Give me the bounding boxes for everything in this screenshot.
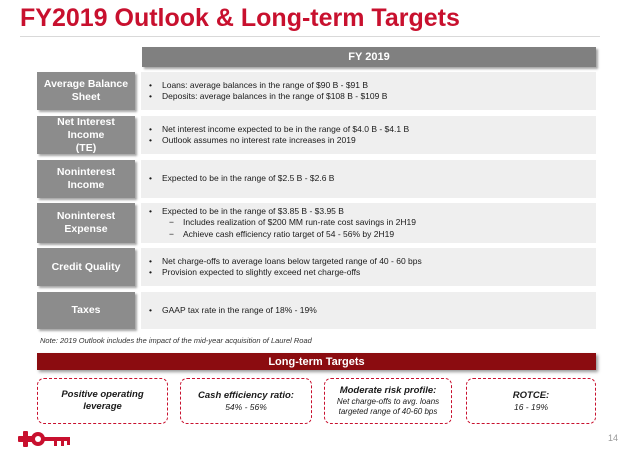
bullet-glyph: • (149, 173, 152, 184)
row-label: Net Interest Income (TE) (37, 116, 135, 154)
row-body: • GAAP tax rate in the range of 18% - 19% (141, 292, 596, 329)
bullet-text: Expected to be in the range of $2.5 B - … (162, 173, 335, 184)
row-label: Noninterest Expense (37, 203, 135, 243)
target-card-cash-efficiency: Cash efficiency ratio: 54% - 56% (180, 378, 312, 424)
bullet-item: • GAAP tax rate in the range of 18% - 19% (149, 305, 596, 317)
bullet-text: Deposits: average balances in the range … (162, 91, 388, 101)
bullet-text: Net charge-offs to average loans below t… (162, 255, 422, 266)
target-detail: Net charge-offs to avg. loans targeted r… (336, 397, 440, 416)
bullet-item: • Expected to be in the range of $2.5 B -… (149, 173, 596, 185)
footnote: Note: 2019 Outlook includes the impact o… (40, 336, 312, 345)
target-card-rotce: ROTCE: 16 - 19% (466, 378, 596, 424)
target-heading: Moderate risk profile: (339, 385, 437, 396)
bullet-text: Expected to be in the range of $3.85 B -… (162, 205, 344, 216)
bullet-glyph: • (149, 123, 152, 134)
bullet-text: Provision expected to slightly exceed ne… (162, 267, 361, 277)
page-title: FY2019 Outlook & Long-term Targets (20, 4, 460, 32)
target-heading: Positive operating leverage (61, 389, 144, 412)
sub-bullet-glyph: − (169, 228, 174, 239)
target-card-risk-profile: Moderate risk profile: Net charge-offs t… (324, 378, 452, 424)
outlook-row-net-interest-income: Net Interest Income (TE) • Net interest i… (37, 116, 596, 154)
sub-bullet-text: Includes realization of $200 MM run-rate… (183, 217, 416, 228)
bullet-item: • Provision expected to slightly exceed n… (149, 267, 596, 279)
row-label: Taxes (37, 292, 135, 329)
outlook-row-noninterest-income: Noninterest Income • Expected to be in th… (37, 160, 596, 198)
bullet-text: Net interest income expected to be in th… (162, 123, 410, 134)
page-number: 14 (607, 433, 618, 443)
bullet-glyph: • (149, 267, 152, 277)
sub-bullet-glyph: − (169, 217, 174, 228)
sub-bullet-text: Achieve cash efficiency ratio target of … (183, 228, 395, 239)
row-label: Credit Quality (37, 248, 135, 286)
key-logo-icon (18, 431, 70, 447)
bullet-glyph: • (149, 91, 152, 101)
bullet-text: Outlook assumes no interest rate increas… (162, 135, 356, 145)
bullet-glyph: • (149, 135, 152, 145)
bullet-item: • Deposits: average balances in the range… (149, 91, 596, 103)
bullet-item: • Net interest income expected to be in t… (149, 124, 596, 136)
long-term-targets-header: Long-term Targets (37, 353, 596, 370)
bullet-text: Loans: average balances in the range of … (162, 79, 369, 90)
bullet-glyph: • (149, 205, 152, 216)
title-divider (20, 36, 600, 37)
target-heading: Cash efficiency ratio: (198, 389, 294, 401)
target-detail: 16 - 19% (513, 401, 549, 412)
sub-bullet-item: − Includes realization of $200 MM run-rat… (149, 217, 596, 229)
row-body: • Expected to be in the range of $2.5 B -… (141, 160, 596, 198)
bullet-item: • Outlook assumes no interest rate increa… (149, 135, 596, 147)
outlook-row-noninterest-expense: Noninterest Expense • Expected to be in t… (37, 203, 596, 243)
bullet-glyph: • (149, 79, 152, 90)
outlook-row-taxes: Taxes • GAAP tax rate in the range of 18%… (37, 292, 596, 329)
row-body: • Loans: average balances in the range of… (141, 72, 596, 110)
bullet-glyph: • (149, 255, 152, 266)
target-detail: 54% - 56% (225, 401, 267, 412)
bullet-text: GAAP tax rate in the range of 18% - 19% (162, 304, 317, 315)
target-card-operating-leverage: Positive operating leverage (37, 378, 168, 424)
bullet-item: • Net charge-offs to average loans below … (149, 256, 596, 268)
target-heading: ROTCE: (512, 389, 550, 401)
sub-bullet-item: − Achieve cash efficiency ratio target of… (149, 229, 596, 241)
outlook-row-average-balance-sheet: Average Balance Sheet • Loans: average ba… (37, 72, 596, 110)
bullet-item: • Loans: average balances in the range of… (149, 80, 596, 92)
row-body: • Net charge-offs to average loans below … (141, 248, 596, 286)
bullet-item: • Expected to be in the range of $3.85 B … (149, 206, 596, 218)
row-body: • Net interest income expected to be in t… (141, 116, 596, 154)
outlook-row-credit-quality: Credit Quality • Net charge-offs to avera… (37, 248, 596, 286)
fy2019-column-header: FY 2019 (142, 47, 596, 67)
row-label: Average Balance Sheet (37, 72, 135, 110)
row-label: Noninterest Income (37, 160, 135, 198)
bullet-glyph: • (149, 304, 152, 315)
row-body: • Expected to be in the range of $3.85 B … (141, 203, 596, 243)
